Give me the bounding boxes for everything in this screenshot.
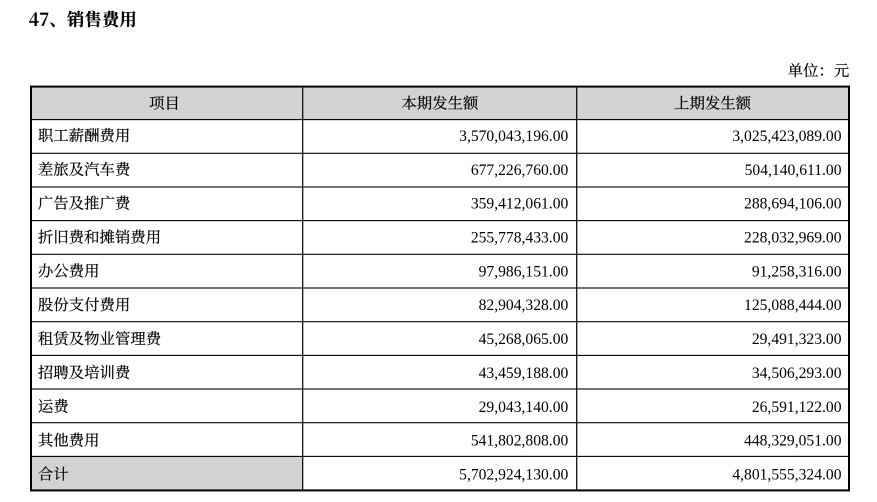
svg-text:677,226,760.00: 677,226,760.00	[471, 162, 569, 179]
svg-text:45,268,065.00: 45,268,065.00	[479, 331, 569, 348]
svg-text:4,801,555,324.00: 4,801,555,324.00	[732, 467, 841, 484]
svg-text:43,459,188.00: 43,459,188.00	[479, 365, 569, 382]
svg-text:82,904,328.00: 82,904,328.00	[479, 297, 569, 314]
svg-text:3,570,043,196.00: 3,570,043,196.00	[459, 128, 568, 145]
svg-text:288,694,106.00: 288,694,106.00	[744, 196, 842, 213]
svg-text:29,043,140.00: 29,043,140.00	[479, 399, 569, 416]
svg-text:359,412,061.00: 359,412,061.00	[471, 196, 569, 213]
svg-text:91,258,316.00: 91,258,316.00	[752, 263, 842, 280]
svg-text:504,140,611.00: 504,140,611.00	[745, 162, 842, 179]
svg-text:5,702,924,130.00: 5,702,924,130.00	[459, 467, 568, 484]
svg-text:3,025,423,089.00: 3,025,423,089.00	[732, 128, 841, 145]
svg-text:125,088,444.00: 125,088,444.00	[744, 297, 842, 314]
svg-text:34,506,293.00: 34,506,293.00	[752, 365, 842, 382]
svg-text:541,802,808.00: 541,802,808.00	[471, 433, 569, 450]
svg-text:26,591,122.00: 26,591,122.00	[752, 399, 842, 416]
svg-text:97,986,151.00: 97,986,151.00	[479, 263, 569, 280]
svg-text:29,491,323.00: 29,491,323.00	[752, 331, 842, 348]
svg-text:255,778,433.00: 255,778,433.00	[471, 230, 569, 247]
svg-text:448,329,051.00: 448,329,051.00	[744, 433, 842, 450]
svg-text:228,032,969.00: 228,032,969.00	[744, 230, 842, 247]
